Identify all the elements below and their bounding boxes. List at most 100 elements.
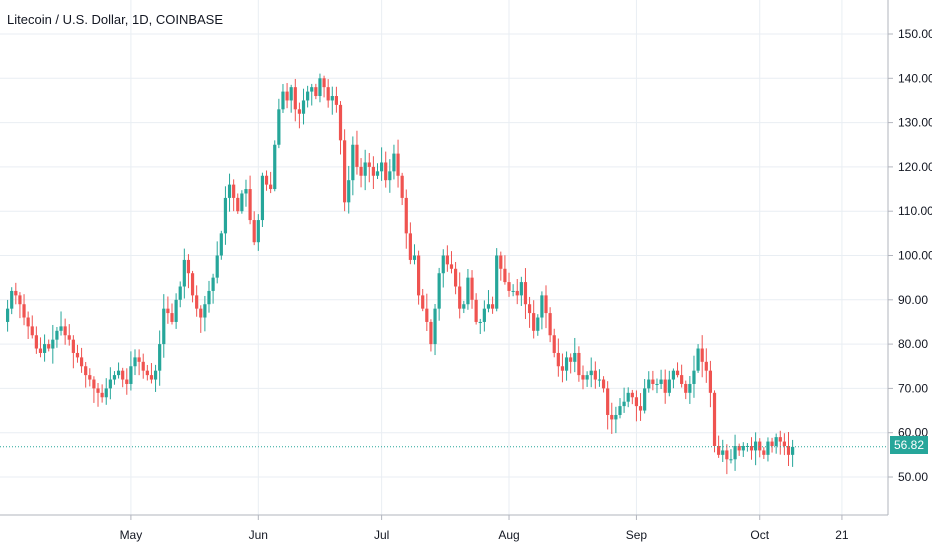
candle xyxy=(536,314,540,336)
candle xyxy=(38,337,43,358)
candle xyxy=(589,357,593,388)
candle xyxy=(474,293,478,325)
candle xyxy=(318,73,322,103)
candle xyxy=(482,300,486,332)
candle xyxy=(116,362,121,379)
candle xyxy=(14,282,18,305)
candle xyxy=(190,270,195,303)
candle xyxy=(478,318,482,335)
candle xyxy=(236,193,240,214)
candle xyxy=(174,293,178,329)
candle xyxy=(277,98,281,149)
candle xyxy=(754,432,758,466)
candle xyxy=(441,249,445,288)
candle xyxy=(264,170,269,191)
candle xyxy=(749,437,754,460)
candle xyxy=(688,376,692,404)
candle xyxy=(762,447,766,459)
candle xyxy=(215,241,219,284)
candle xyxy=(211,273,215,304)
candle xyxy=(388,159,392,193)
candle xyxy=(75,344,80,363)
y-tick-label: 120.00 xyxy=(898,160,932,174)
candle xyxy=(729,449,733,464)
candle xyxy=(363,149,367,191)
candle xyxy=(248,175,252,225)
candle xyxy=(606,381,610,430)
candle xyxy=(519,276,523,306)
candle xyxy=(425,293,429,332)
candle xyxy=(244,179,248,207)
candle xyxy=(34,326,38,354)
candle xyxy=(733,434,737,471)
grid-lines xyxy=(0,0,888,515)
x-tick-label: Jul xyxy=(374,528,389,542)
candle xyxy=(655,378,659,394)
candle xyxy=(523,268,528,320)
candle xyxy=(630,389,634,405)
candle xyxy=(203,295,207,332)
candle xyxy=(721,439,725,462)
candle xyxy=(269,171,273,194)
x-tick-label: Sep xyxy=(626,528,648,542)
candle xyxy=(375,163,380,179)
price-axis[interactable]: 150.00 140.00 130.00 120.00 110.00 100.00 90.0… xyxy=(888,27,932,484)
candle xyxy=(495,248,499,312)
candle xyxy=(281,84,285,113)
candle xyxy=(548,307,552,343)
candle xyxy=(412,244,417,265)
candle xyxy=(408,222,412,265)
candle xyxy=(67,324,71,346)
candle xyxy=(515,278,519,305)
candle xyxy=(30,315,34,339)
candle xyxy=(158,330,162,386)
candle xyxy=(486,290,491,313)
candle xyxy=(367,153,371,183)
candle xyxy=(503,255,507,285)
candle xyxy=(59,311,63,336)
candle xyxy=(104,378,108,405)
time-axis[interactable]: May Jun Jul Aug Sep Oct 21 xyxy=(120,515,849,542)
candle xyxy=(47,339,51,352)
candle xyxy=(651,370,655,391)
candle xyxy=(71,335,75,369)
candle xyxy=(610,402,614,434)
candle xyxy=(51,324,55,364)
chart-title: Litecoin / U.S. Dollar, 1D, COINBASE xyxy=(7,12,224,27)
candle xyxy=(182,248,186,299)
candle xyxy=(791,439,795,467)
y-tick-label: 50.00 xyxy=(898,470,928,484)
y-tick-label: 70.00 xyxy=(898,381,928,395)
candle xyxy=(96,383,100,407)
candle xyxy=(343,129,347,212)
candle xyxy=(540,291,544,330)
candle xyxy=(256,214,260,251)
candle xyxy=(121,367,125,388)
candle xyxy=(6,299,10,332)
candle xyxy=(462,300,466,314)
candle xyxy=(552,328,556,358)
candle xyxy=(573,337,577,373)
candle xyxy=(741,442,745,457)
candle xyxy=(601,376,606,393)
candle xyxy=(700,335,704,378)
y-tick-label: 140.00 xyxy=(898,71,932,85)
candle xyxy=(675,362,680,378)
candle xyxy=(149,363,154,384)
candle xyxy=(42,334,47,362)
candle xyxy=(490,296,495,314)
candle xyxy=(585,371,589,387)
candle xyxy=(532,300,536,339)
candle xyxy=(622,387,626,413)
candle xyxy=(556,338,560,377)
candle xyxy=(396,139,400,188)
candle xyxy=(18,292,22,319)
candle xyxy=(708,360,713,408)
candle xyxy=(306,85,310,108)
candle xyxy=(79,347,84,373)
candle xyxy=(219,230,223,260)
candle xyxy=(770,437,774,453)
candle xyxy=(466,268,470,310)
candle xyxy=(260,172,265,228)
